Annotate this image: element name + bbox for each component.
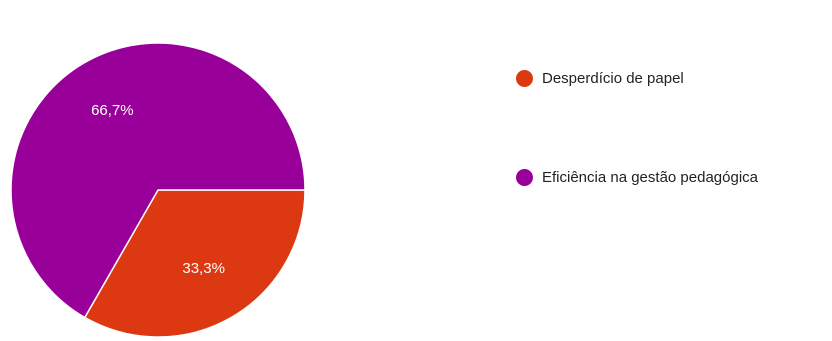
data-label-eficiencia-na-gestao-pedagogica: 66,7% [91,102,134,119]
pie-slice-eficiencia-na-gestao-pedagogica[interactable] [10,42,306,319]
legend-swatch-eficiencia-na-gestao-pedagogica [516,168,533,186]
legend-swatch-desperdicio-de-papel [516,69,533,87]
pie-slice-desperdicio-de-papel[interactable] [83,189,306,338]
legend-item-eficiencia-na-gestao-pedagogica[interactable]: Eficiência na gestão pedagógica [516,161,758,193]
legend-label-desperdicio-de-papel: Desperdício de papel [542,69,684,87]
data-label-desperdicio-de-papel: 33,3% [182,260,225,277]
legend-label-eficiencia-na-gestao-pedagogica: Eficiência na gestão pedagógica [542,168,758,186]
legend-item-desperdicio-de-papel[interactable]: Desperdício de papel [516,62,758,94]
chart-legend: Desperdício de papel Eficiência na gestã… [516,62,758,260]
pie-chart: 33,3% 66,7% [10,42,306,338]
